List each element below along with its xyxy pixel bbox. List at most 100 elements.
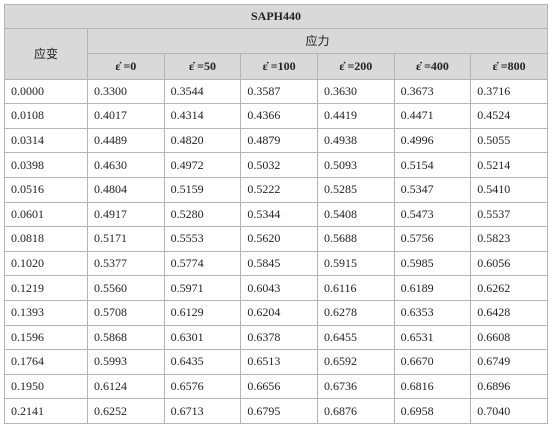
table-row: 0.0000 0.3300 0.3544 0.3587 0.3630 0.3673 0.37… <box>4 78 548 105</box>
stress-cell: 0.5845 <box>240 250 318 277</box>
stress-cell: 0.6189 <box>393 275 472 301</box>
strain-cell: 0.0818 <box>4 226 88 252</box>
rate-header: ε̇ =50 <box>163 52 242 80</box>
stress-cell: 0.4804 <box>87 176 165 203</box>
stress-cell: 0.4879 <box>240 127 318 154</box>
stress-cell: 0.5347 <box>393 176 472 203</box>
table-row: 0.0601 0.4917 0.5280 0.5344 0.5408 0.5473 0.55… <box>4 201 548 228</box>
stress-cell: 0.6056 <box>470 250 548 277</box>
stress-cell: 0.5093 <box>316 152 395 178</box>
stress-cell: 0.5823 <box>470 226 548 252</box>
stress-cell: 0.5971 <box>163 275 242 301</box>
stress-cell: 0.6958 <box>393 398 472 424</box>
stress-header: 应力 <box>87 28 548 54</box>
stress-cell: 0.5214 <box>470 152 548 178</box>
stress-cell: 0.6713 <box>163 398 242 424</box>
stress-cell: 0.5620 <box>240 226 318 252</box>
stress-cell: 0.6656 <box>240 373 318 400</box>
stress-cell: 0.5344 <box>240 201 318 228</box>
strain-cell: 0.0314 <box>4 127 88 154</box>
stress-cell: 0.6428 <box>470 299 548 326</box>
stress-cell: 0.5377 <box>87 250 165 277</box>
rate-header: ε̇ =800 <box>470 52 548 80</box>
stress-cell: 0.3673 <box>393 78 472 105</box>
strain-cell: 0.0398 <box>4 152 88 178</box>
strain-cell: 0.0108 <box>4 103 88 129</box>
stress-cell: 0.6353 <box>393 299 472 326</box>
stress-cell: 0.6116 <box>316 275 395 301</box>
stress-cell: 0.5408 <box>316 201 395 228</box>
stress-cell: 0.6204 <box>240 299 318 326</box>
stress-cell: 0.5868 <box>87 324 165 351</box>
strain-cell: 0.1020 <box>4 250 88 277</box>
table-row: 0.0398 0.4630 0.4972 0.5032 0.5093 0.5154 0.52… <box>4 152 548 178</box>
stress-cell: 0.6262 <box>470 275 548 301</box>
strain-cell: 0.0516 <box>4 176 88 203</box>
stress-cell: 0.5285 <box>316 176 395 203</box>
stress-cell: 0.5280 <box>163 201 242 228</box>
stress-cell: 0.6435 <box>163 349 242 375</box>
stress-cell: 0.4419 <box>316 103 395 129</box>
stress-cell: 0.4917 <box>87 201 165 228</box>
strain-header: 应变 <box>4 28 88 80</box>
stress-cell: 0.5154 <box>393 152 472 178</box>
table-row: 0.1950 0.6124 0.6576 0.6656 0.6736 0.6816 0.68… <box>4 373 548 400</box>
table-row: 0.0108 0.4017 0.4314 0.4366 0.4419 0.4471 0.45… <box>4 103 548 129</box>
stress-cell: 0.4314 <box>163 103 242 129</box>
strain-cell: 0.2141 <box>4 398 88 424</box>
stress-cell: 0.3544 <box>163 78 242 105</box>
strain-cell: 0.1596 <box>4 324 88 351</box>
table-row: 0.0818 0.5171 0.5553 0.5620 0.5688 0.5756 0.58… <box>4 226 548 252</box>
stress-cell: 0.6252 <box>87 398 165 424</box>
stress-cell: 0.6896 <box>470 373 548 400</box>
stress-cell: 0.5774 <box>163 250 242 277</box>
strain-cell: 0.1219 <box>4 275 88 301</box>
stress-cell: 0.6876 <box>316 398 395 424</box>
stress-cell: 0.3300 <box>87 78 165 105</box>
table-row: 0.0314 0.4489 0.4820 0.4879 0.4938 0.4996 0.50… <box>4 127 548 154</box>
stress-cell: 0.6670 <box>393 349 472 375</box>
stress-cell: 0.6795 <box>240 398 318 424</box>
stress-cell: 0.3716 <box>470 78 548 105</box>
stress-cell: 0.6576 <box>163 373 242 400</box>
stress-cell: 0.6531 <box>393 324 472 351</box>
stress-cell: 0.6455 <box>316 324 395 351</box>
stress-cell: 0.4366 <box>240 103 318 129</box>
stress-cell: 0.5410 <box>470 176 548 203</box>
stress-cell: 0.5553 <box>163 226 242 252</box>
stress-cell: 0.3587 <box>240 78 318 105</box>
stress-cell: 0.5915 <box>316 250 395 277</box>
strain-cell: 0.0601 <box>4 201 88 228</box>
table-row: 0.2141 0.6252 0.6713 0.6795 0.6876 0.6958 0.70… <box>4 398 548 424</box>
stress-cell: 0.4471 <box>393 103 472 129</box>
stress-cell: 0.5708 <box>87 299 165 326</box>
stress-cell: 0.5756 <box>393 226 472 252</box>
table-row: 0.1596 0.5868 0.6301 0.6378 0.6455 0.6531 0.66… <box>4 324 548 351</box>
stress-cell: 0.5159 <box>163 176 242 203</box>
rate-header: ε̇ =400 <box>393 52 472 80</box>
rate-header: ε̇ =100 <box>240 52 318 80</box>
stress-cell: 0.4996 <box>393 127 472 154</box>
stress-cell: 0.4017 <box>87 103 165 129</box>
table-row: 0.1764 0.5993 0.6435 0.6513 0.6592 0.6670 0.67… <box>4 349 548 375</box>
table-body: 0.0000 0.3300 0.3544 0.3587 0.3630 0.3673 0.37… <box>4 78 548 424</box>
rate-header: ε̇ =200 <box>316 52 395 80</box>
stress-cell: 0.6749 <box>470 349 548 375</box>
stress-cell: 0.5993 <box>87 349 165 375</box>
table-row: 0.1219 0.5560 0.5971 0.6043 0.6116 0.6189 0.62… <box>4 275 548 301</box>
stress-cell: 0.4972 <box>163 152 242 178</box>
stress-cell: 0.5560 <box>87 275 165 301</box>
table-title: SAPH440 <box>4 4 548 29</box>
table-row: 0.1020 0.5377 0.5774 0.5845 0.5915 0.5985 0.60… <box>4 250 548 277</box>
stress-cell: 0.4524 <box>470 103 548 129</box>
strain-cell: 0.1764 <box>4 349 88 375</box>
stress-cell: 0.6124 <box>87 373 165 400</box>
stress-cell: 0.6043 <box>240 275 318 301</box>
stress-cell: 0.7040 <box>470 398 548 424</box>
stress-cell: 0.5688 <box>316 226 395 252</box>
stress-cell: 0.5985 <box>393 250 472 277</box>
stress-cell: 0.5222 <box>240 176 318 203</box>
strain-cell: 0.1393 <box>4 299 88 326</box>
stress-cell: 0.6378 <box>240 324 318 351</box>
